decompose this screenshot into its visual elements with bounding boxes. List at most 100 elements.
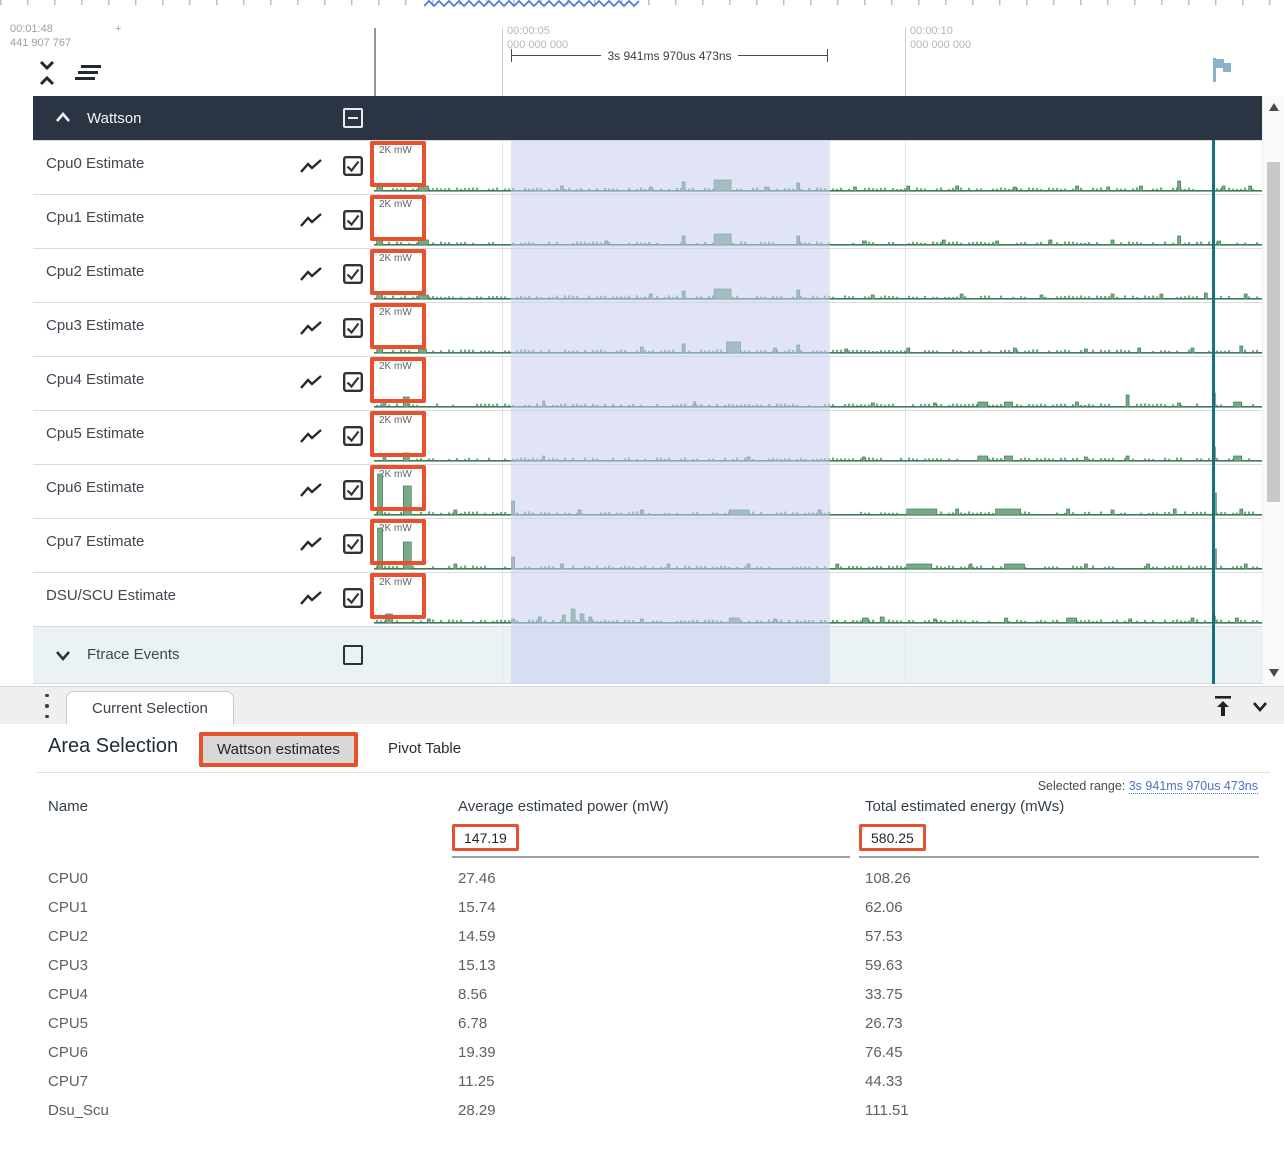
highlight-box: [370, 303, 426, 349]
selected-range: Selected range: 3s 941ms 970us 473ns: [1037, 779, 1258, 794]
flag-icon[interactable]: [1210, 56, 1234, 84]
track-name: Cpu6 Estimate: [46, 479, 145, 496]
details-panel-tab-strip: Current Selection: [0, 686, 1284, 726]
track-row: DSU/SCU Estimate 2K mW: [33, 572, 1262, 626]
track-row: Cpu1 Estimate 2K mW: [33, 194, 1262, 248]
total-power-value highlight-box: 147.19: [452, 824, 519, 851]
track-waveform[interactable]: [374, 465, 1262, 519]
table-row: CPU0 27.46 108.26: [48, 870, 911, 887]
track-checkbox-checked[interactable]: [343, 588, 363, 608]
table-row: Dsu_Scu 28.29 111.51: [48, 1102, 909, 1119]
track-row: Cpu0 Estimate 2K mW: [33, 140, 1262, 194]
track-row: Cpu4 Estimate 2K mW: [33, 356, 1262, 410]
column-header-name: Name: [48, 798, 89, 815]
highlight-box: [370, 141, 426, 187]
track-waveform[interactable]: [374, 141, 1262, 195]
chevron-down-icon: [53, 646, 73, 666]
track-checkbox-checked[interactable]: [343, 534, 363, 554]
expand-panel-icon[interactable]: [1212, 694, 1234, 718]
table-row: CPU2 14.59 57.53: [48, 928, 903, 945]
track-name: Cpu0 Estimate: [46, 155, 145, 172]
tab-wattson-estimates[interactable]: Wattson estimates: [203, 736, 354, 763]
track-scale-label: 2K mW: [379, 577, 412, 588]
track-name: Cpu4 Estimate: [46, 371, 145, 388]
track-group-wattson[interactable]: Wattson: [33, 96, 1262, 140]
track-group-checkbox-unchecked[interactable]: [343, 645, 363, 665]
column-header-power: Average estimated power (mW): [458, 798, 669, 815]
track-options-icon[interactable]: [74, 62, 102, 84]
track-row: Cpu5 Estimate 2K mW: [33, 410, 1262, 464]
gridline-5s: [502, 140, 503, 684]
scroll-down-arrow[interactable]: [1263, 664, 1284, 682]
highlight-box: [370, 519, 426, 565]
track-checkbox-checked[interactable]: [343, 480, 363, 500]
track-waveform[interactable]: [374, 249, 1262, 303]
collapse-panel-chevron-icon[interactable]: [1250, 696, 1270, 716]
total-energy-value highlight-box: 580.25: [859, 824, 926, 851]
vertical-scrollbar[interactable]: [1262, 96, 1284, 686]
track-name: Cpu2 Estimate: [46, 263, 145, 280]
track-checkbox-checked[interactable]: [343, 426, 363, 446]
track-waveform[interactable]: [374, 195, 1262, 249]
track-scale-label: 2K mW: [379, 523, 412, 534]
timeline-ruler[interactable]: 00:01:48 + 441 907 767 00:00:05 000 000 00…: [0, 0, 1284, 96]
tab-current-selection[interactable]: Current Selection: [66, 691, 234, 726]
table-row: CPU4 8.56 33.75: [48, 986, 903, 1003]
track-row: Cpu6 Estimate 2K mW: [33, 464, 1262, 518]
viewport-start-timestamp: 00:01:48 + 441 907 767: [10, 23, 122, 49]
time-marker-5s: 00:00:05 000 000 000: [507, 25, 569, 51]
ruler-gridline-5s: [502, 28, 503, 96]
track-scale-label: 2K mW: [379, 199, 412, 210]
selection-duration-label: 3s 941ms 970us 473ns: [607, 48, 732, 63]
track-name: Cpu5 Estimate: [46, 425, 145, 442]
collapse-all-tracks-icon[interactable]: [36, 58, 58, 88]
ruler-gridline-10s: [905, 28, 906, 96]
track-group-ftrace-events[interactable]: Ftrace Events: [33, 626, 1262, 684]
highlight-box: [370, 411, 426, 457]
ruler-tick-marks: [0, 0, 1284, 5]
track-group-checkbox-indeterminate[interactable]: [343, 108, 363, 128]
track-checkbox-checked[interactable]: [343, 372, 363, 392]
line-chart-icon: [299, 319, 323, 339]
highlight-box: [370, 465, 426, 511]
selection-duration-bracket: 3s 941ms 970us 473ns: [511, 48, 828, 63]
track-checkbox-checked[interactable]: [343, 264, 363, 284]
chevron-up-icon: [53, 108, 73, 128]
line-chart-icon: [299, 157, 323, 177]
scrollbar-thumb[interactable]: [1267, 162, 1280, 502]
track-group-label: Ftrace Events: [87, 646, 180, 663]
column-header-energy: Total estimated energy (mWs): [865, 798, 1065, 815]
gridline-10s: [905, 140, 906, 684]
track-row: Cpu2 Estimate 2K mW: [33, 248, 1262, 302]
line-chart-icon: [299, 211, 323, 231]
tab-pivot-table[interactable]: Pivot Table: [388, 740, 462, 757]
track-scale-label: 2K mW: [379, 253, 412, 264]
table-header-row: Name Average estimated power (mW) Total …: [0, 798, 1284, 822]
track-checkbox-checked[interactable]: [343, 210, 363, 230]
area-selection-details: Area Selection Wattson estimates Pivot T…: [0, 724, 1284, 1162]
track-name: DSU/SCU Estimate: [46, 587, 177, 604]
track-name: Cpu1 Estimate: [46, 209, 145, 226]
track-waveform[interactable]: [374, 573, 1262, 627]
track-group-label: Wattson: [87, 109, 142, 127]
line-chart-icon: [299, 535, 323, 555]
track-waveform[interactable]: [374, 519, 1262, 573]
track-checkbox-checked[interactable]: [343, 318, 363, 338]
highlight-box: [370, 357, 426, 403]
panel-menu-icon[interactable]: [42, 694, 52, 718]
table-row: CPU7 11.25 44.33: [48, 1073, 903, 1090]
track-checkbox-checked[interactable]: [343, 156, 363, 176]
track-waveform[interactable]: [374, 303, 1262, 357]
track-row: Cpu7 Estimate 2K mW: [33, 518, 1262, 572]
selected-range-link[interactable]: 3s 941ms 970us 473ns: [1128, 779, 1258, 794]
track-waveform[interactable]: [374, 411, 1262, 465]
scroll-up-arrow[interactable]: [1263, 98, 1284, 116]
track-waveform[interactable]: [374, 357, 1262, 411]
line-chart-icon: [299, 427, 323, 447]
selection-marker-line: [1212, 140, 1215, 684]
panel-title: Area Selection: [48, 735, 179, 757]
track-name: Cpu3 Estimate: [46, 317, 145, 334]
line-chart-icon: [299, 481, 323, 501]
track-row: Cpu3 Estimate 2K mW: [33, 302, 1262, 356]
